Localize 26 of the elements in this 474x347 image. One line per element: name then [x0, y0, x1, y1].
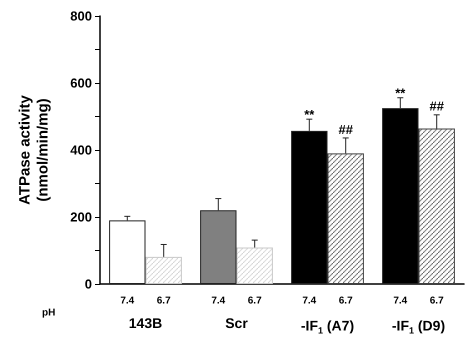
- bar: [418, 128, 455, 284]
- annotation: ##: [429, 98, 445, 114]
- y-tick-label: 800: [70, 8, 92, 24]
- bar: [146, 256, 182, 284]
- annotation: ##: [338, 122, 354, 137]
- y-axis-title: ATPase activity (nmol/min/mg): [16, 94, 52, 205]
- y-tick-label: 200: [70, 210, 92, 224]
- text: 6.7: [338, 296, 353, 306]
- series-label: 7.4: [120, 296, 135, 306]
- x-tick-label: 143B: [128, 315, 162, 331]
- annotation: **: [395, 86, 406, 101]
- y-tick-label: 0: [84, 276, 92, 292]
- text: pH: [42, 308, 56, 318]
- text: 7.4: [211, 296, 226, 306]
- text: 6.7: [248, 296, 262, 306]
- bar: [328, 153, 364, 284]
- bar: [236, 247, 273, 284]
- bar: [109, 220, 146, 284]
- text: 7.4: [302, 296, 316, 306]
- x-tick-label: Scr: [225, 315, 248, 331]
- series-label: 6.7: [156, 296, 172, 306]
- text: 6.7: [430, 296, 444, 306]
- text: 7.4: [393, 296, 408, 306]
- y-tick-label: 400: [70, 142, 92, 158]
- y-tick-label: 600: [70, 76, 92, 90]
- annotation: **: [304, 107, 316, 122]
